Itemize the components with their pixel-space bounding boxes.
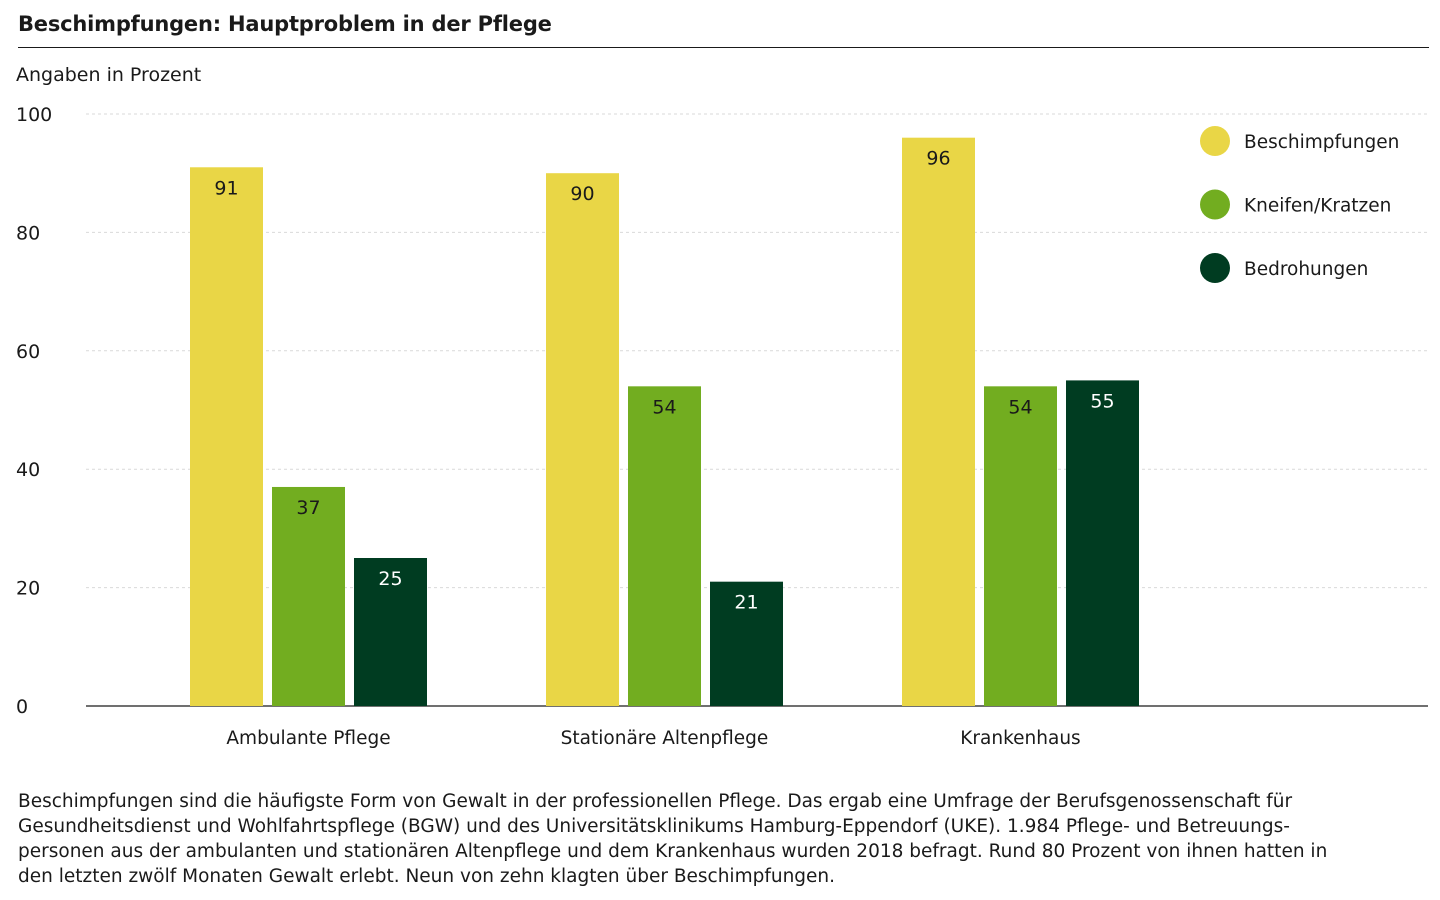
bar-value-label: 55: [1090, 390, 1114, 412]
y-tick-label: 40: [16, 459, 40, 481]
legend-label: Beschimpfungen: [1244, 132, 1399, 153]
y-tick-label: 80: [16, 222, 40, 244]
legend-label: Bedrohungen: [1244, 259, 1368, 280]
bar: [902, 137, 975, 706]
bar: [354, 558, 427, 706]
bar: [1066, 380, 1139, 706]
y-tick-label: 60: [16, 341, 40, 363]
bar-value-label: 21: [734, 592, 758, 614]
legend-swatch: [1200, 253, 1230, 283]
y-tick-label: 0: [16, 696, 28, 718]
description-line: den letzten zwölf Monaten Gewalt erlebt.…: [18, 866, 836, 887]
bar-value-label: 54: [652, 396, 676, 418]
bar-value-label: 90: [570, 183, 594, 205]
y-axis-label: Angaben in Prozent: [16, 64, 202, 86]
legend-swatch: [1200, 189, 1230, 220]
description-line: Gesundheitsdienst und Wohlfahrtspflege (…: [18, 816, 1290, 837]
y-tick-label: 20: [16, 578, 40, 600]
title-divider: [18, 47, 1429, 48]
description-line: personen aus der ambulanten und stationä…: [18, 841, 1328, 862]
y-tick-label: 100: [16, 104, 52, 126]
bar: [272, 486, 345, 706]
bar: [546, 173, 619, 706]
x-category-label: Stationäre Altenpflege: [561, 728, 769, 749]
bar-value-label: 91: [214, 177, 238, 199]
chart-title: Beschimpfungen: Hauptproblem in der Pfle…: [18, 12, 552, 36]
bar: [984, 386, 1057, 706]
legend-swatch: [1200, 126, 1230, 156]
bar: [628, 386, 701, 706]
description-line: Beschimpfungen sind die häufigste Form v…: [18, 791, 1293, 812]
bar-chart: 0 20 40 60 80 100 91 37 25 Ambulante Pflege 90 54 21…: [16, 104, 1428, 749]
bar-value-label: 54: [1008, 396, 1032, 418]
x-category-label: Ambulante Pflege: [226, 728, 390, 749]
x-category-label: Krankenhaus: [960, 728, 1080, 749]
legend-label: Kneifen/Kratzen: [1244, 196, 1391, 217]
bar-value-label: 37: [296, 497, 320, 519]
bar-value-label: 25: [378, 568, 402, 590]
bar-value-label: 96: [926, 148, 950, 170]
bar: [190, 167, 263, 706]
bar: [710, 581, 783, 706]
chart-description: Beschimpfungen sind die häufigste Form v…: [18, 789, 1428, 889]
